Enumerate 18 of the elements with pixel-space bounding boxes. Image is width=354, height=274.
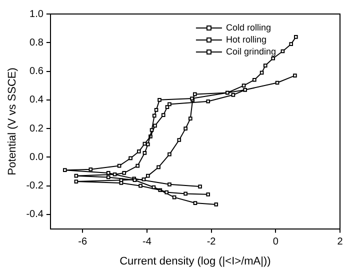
y-tick-label: 0.2	[30, 123, 44, 134]
legend-label: Cold rolling	[226, 22, 272, 32]
y-tick-label: -0.2	[26, 180, 44, 192]
x-axis-title: Current density (log (|<I>/mA|))	[120, 255, 271, 268]
y-tick-label: 1.0	[30, 8, 44, 20]
y-tick-label: 0.6	[30, 66, 44, 78]
x-tick-label: 2	[337, 236, 344, 248]
x-tick-label: -2	[206, 236, 216, 248]
x-tick-label: -6	[78, 236, 88, 248]
y-tick-label: -0.4	[26, 209, 44, 220]
y-axis-title: Potential (V vs SSCE)	[6, 68, 19, 176]
y-tick-label: 0.4	[30, 94, 44, 106]
x-tick-label: 0	[272, 236, 279, 248]
y-tick-label: 0.8	[30, 37, 44, 48]
y-tick-label: 0.0	[30, 152, 44, 163]
legend-label: Coil grinding	[226, 46, 276, 56]
x-tick-label: -4	[142, 236, 152, 248]
legend-label: Hot rolling	[226, 34, 267, 44]
